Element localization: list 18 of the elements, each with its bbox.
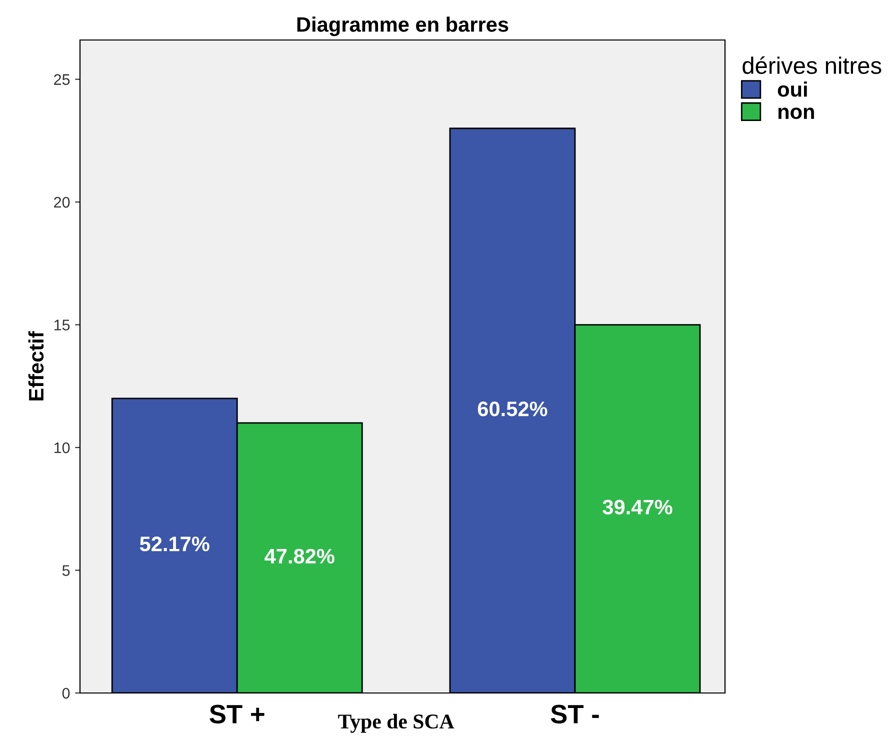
y-tick-label: 25: [54, 74, 70, 85]
y-tick-label: 0: [62, 688, 70, 699]
x-axis-title: Type de SCA: [338, 714, 454, 733]
x-tick-label: ST -: [550, 704, 599, 724]
y-tick-label: 15: [54, 320, 70, 330]
y-axis-title: Effectif: [28, 331, 44, 400]
legend-title: dérives nitres: [742, 56, 882, 74]
y-tick-label: 5: [62, 565, 70, 576]
annotation: 47.82%: [264, 548, 334, 564]
x-tick-label: ST +: [210, 704, 264, 724]
annotation: 60.52%: [478, 402, 548, 416]
annotation: 52.17%: [140, 536, 210, 552]
legend-label: non: [778, 108, 814, 120]
y-tick-label: 10: [54, 442, 70, 454]
annotation: 39.47%: [602, 500, 672, 515]
y-tick-label: 20: [54, 196, 70, 208]
legend-label: oui: [778, 81, 807, 97]
chart-title: Diagramme en barres: [297, 16, 508, 36]
